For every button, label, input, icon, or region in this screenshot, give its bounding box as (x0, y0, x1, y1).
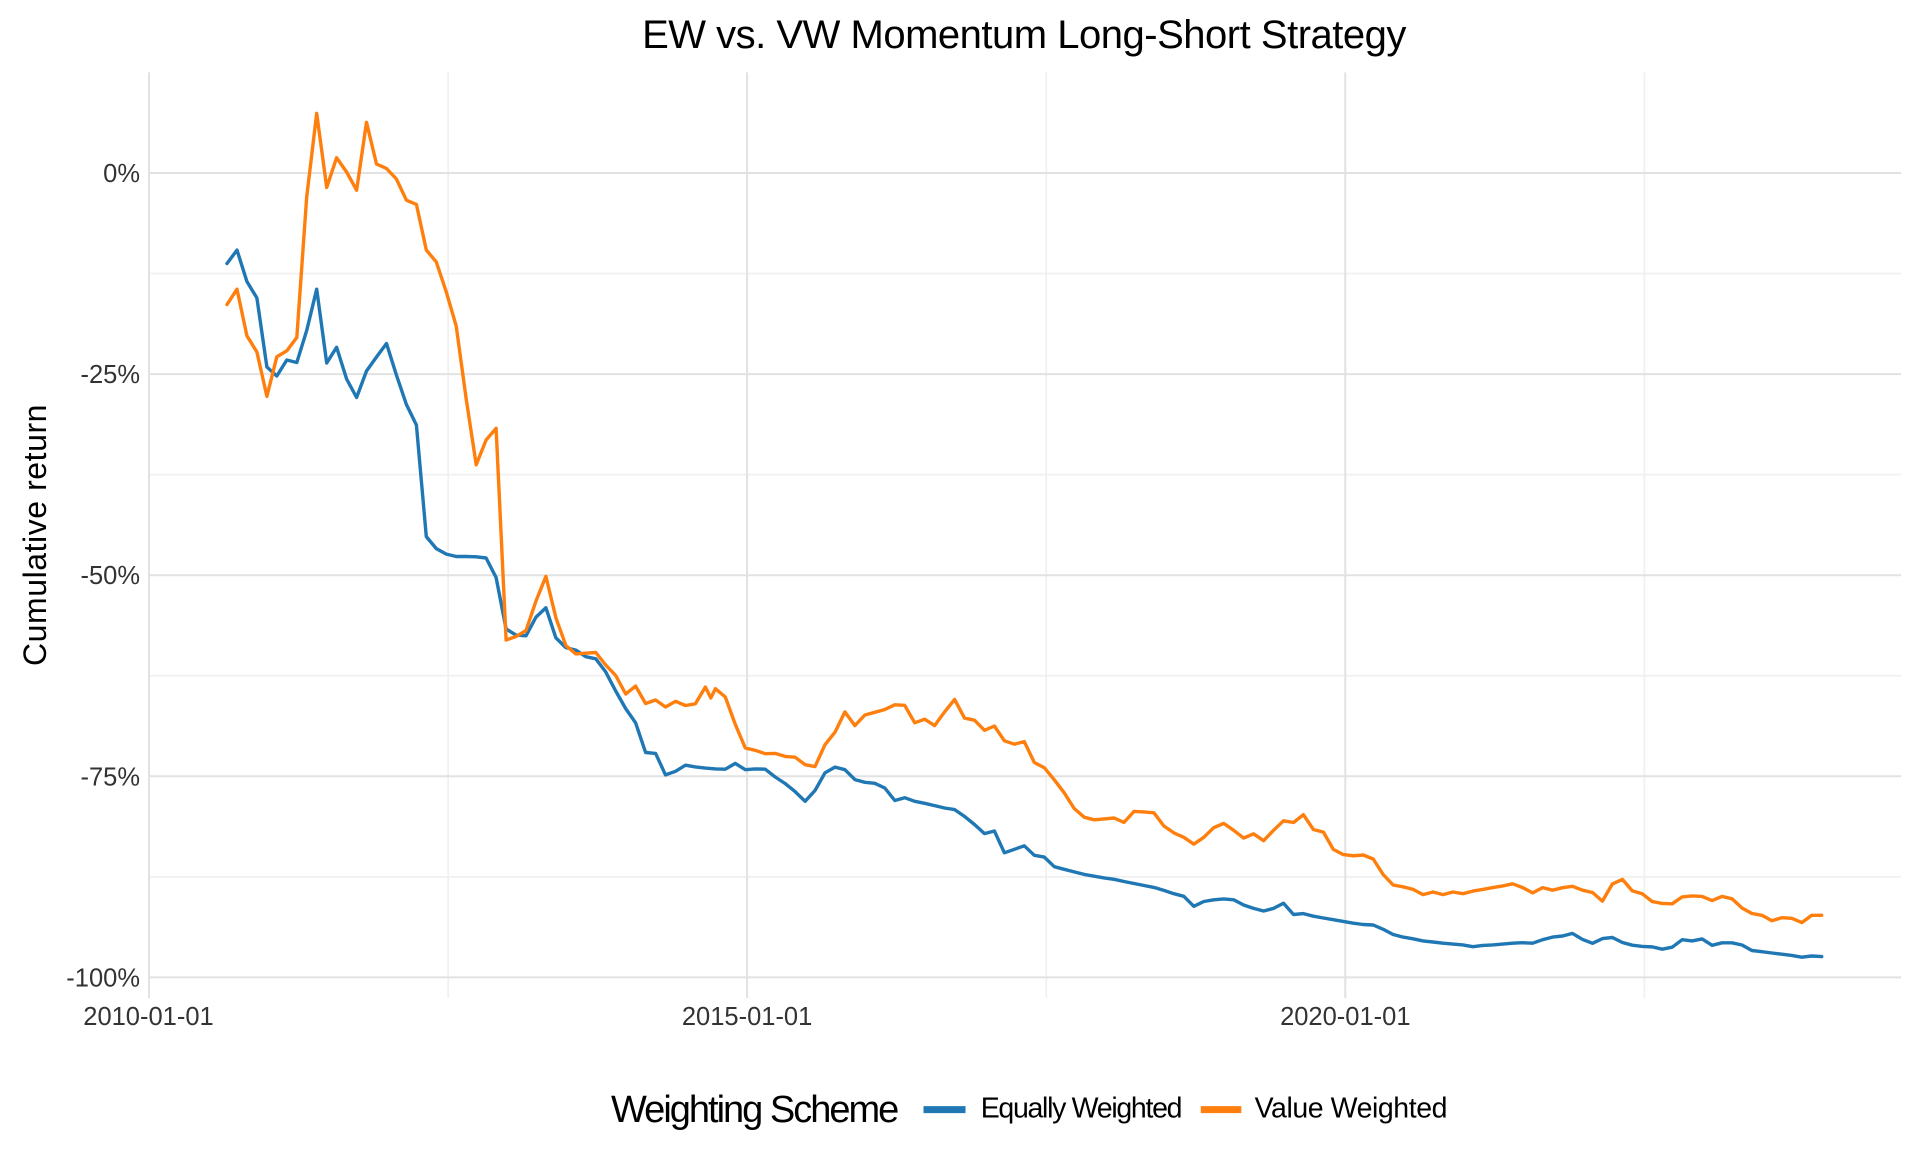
svg-text:0%: 0% (103, 160, 140, 188)
svg-text:-25%: -25% (80, 361, 140, 389)
svg-text:2015-01-01: 2015-01-01 (682, 1003, 812, 1031)
svg-text:2020-01-01: 2020-01-01 (1280, 1003, 1410, 1031)
svg-text:Weighting Scheme: Weighting Scheme (611, 1089, 898, 1131)
svg-text:-50%: -50% (80, 562, 140, 590)
svg-text:Equally Weighted: Equally Weighted (981, 1092, 1182, 1124)
svg-text:2010-01-01: 2010-01-01 (83, 1003, 213, 1031)
svg-text:-100%: -100% (66, 964, 140, 992)
svg-text:-75%: -75% (80, 763, 140, 791)
svg-text:EW vs. VW Momentum Long-Short: EW vs. VW Momentum Long-Short Strategy (642, 13, 1406, 57)
svg-text:Value Weighted: Value Weighted (1255, 1092, 1447, 1124)
svg-text:Cumulative return: Cumulative return (17, 404, 53, 666)
